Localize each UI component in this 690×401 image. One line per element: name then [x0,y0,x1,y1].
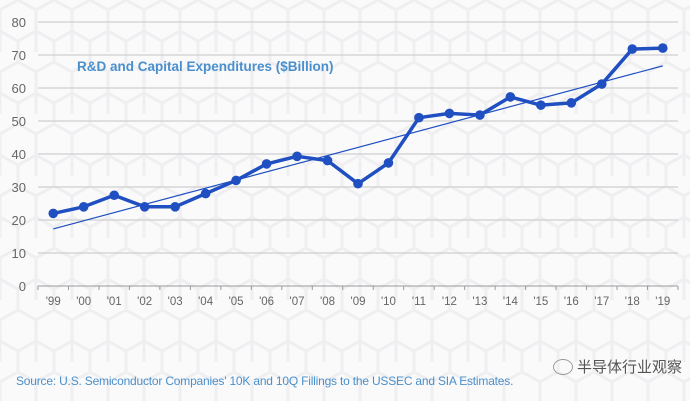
y-tick-label: 10 [12,246,26,261]
data-point [78,202,89,212]
x-tick-label: '01 [107,296,122,308]
x-tick-label: '19 [655,296,670,308]
x-tick-label: '08 [320,296,335,308]
data-point [475,110,485,120]
x-tick-label: '04 [198,296,214,308]
data-point [444,108,455,119]
data-point [414,112,424,123]
source-note: Source: U.S. Semiconductor Companies' 10… [16,374,514,388]
x-tick-label: '03 [168,296,183,308]
x-tick-label: '18 [625,296,640,308]
trendline-line [53,65,663,230]
y-tick-label: 30 [12,180,26,195]
watermark-text: 半导体行业观察 [577,359,683,376]
x-tick-label: '11 [412,296,426,308]
y-axis-ticks: 0 10 20 30 40 50 60 70 80 [12,15,26,294]
chart-title: R&D and Capital Expenditures ($Billion) [77,59,334,74]
x-tick-label: '09 [351,296,366,308]
wechat-icon [553,358,573,375]
data-point [48,208,59,219]
y-tick-label: 0 [19,279,26,294]
data-point [200,188,211,199]
x-tick-label: '00 [76,296,91,308]
data-point [292,151,302,162]
data-point [566,98,577,108]
data-point [109,190,119,201]
x-tick-label: '02 [137,296,152,308]
y-tick-label: 60 [12,81,26,96]
data-point [597,79,607,89]
data-point [536,100,546,110]
data-point [322,155,333,166]
data-point [261,159,272,169]
y-tick-label: 70 [12,48,26,63]
y-tick-label: 80 [12,15,26,30]
y-tick-label: 20 [12,213,26,228]
x-tick-label: '05 [229,296,244,308]
x-tick-label: '07 [290,296,305,308]
x-tick-label: '14 [503,296,519,308]
x-axis [37,285,679,290]
data-point [505,92,516,102]
data-points [48,43,668,219]
data-point [231,175,241,186]
x-tick-label: '13 [472,296,487,308]
data-point [383,158,394,168]
x-tick-label: '12 [442,296,457,308]
y-tick-label: 50 [12,114,26,129]
x-axis-ticks: '99 '00 '01 '02 '03 '04 '05 '06 '07 '08 '09 '10 '11 '… [46,296,671,308]
trendline [53,65,663,230]
x-tick-label: '10 [381,296,396,308]
x-tick-label: '16 [564,296,579,308]
data-point [627,44,638,54]
x-tick-label: '06 [259,296,274,308]
gridlines [38,21,678,254]
y-tick-label: 40 [12,147,26,162]
x-tick-label: '99 [46,296,61,308]
watermark: 半导体行业观察 [553,356,682,377]
x-tick-label: '17 [594,296,609,308]
data-point [170,202,180,212]
data-point [657,43,668,53]
x-tick-label: '15 [533,296,548,308]
data-point [139,202,150,212]
data-point [353,178,363,189]
